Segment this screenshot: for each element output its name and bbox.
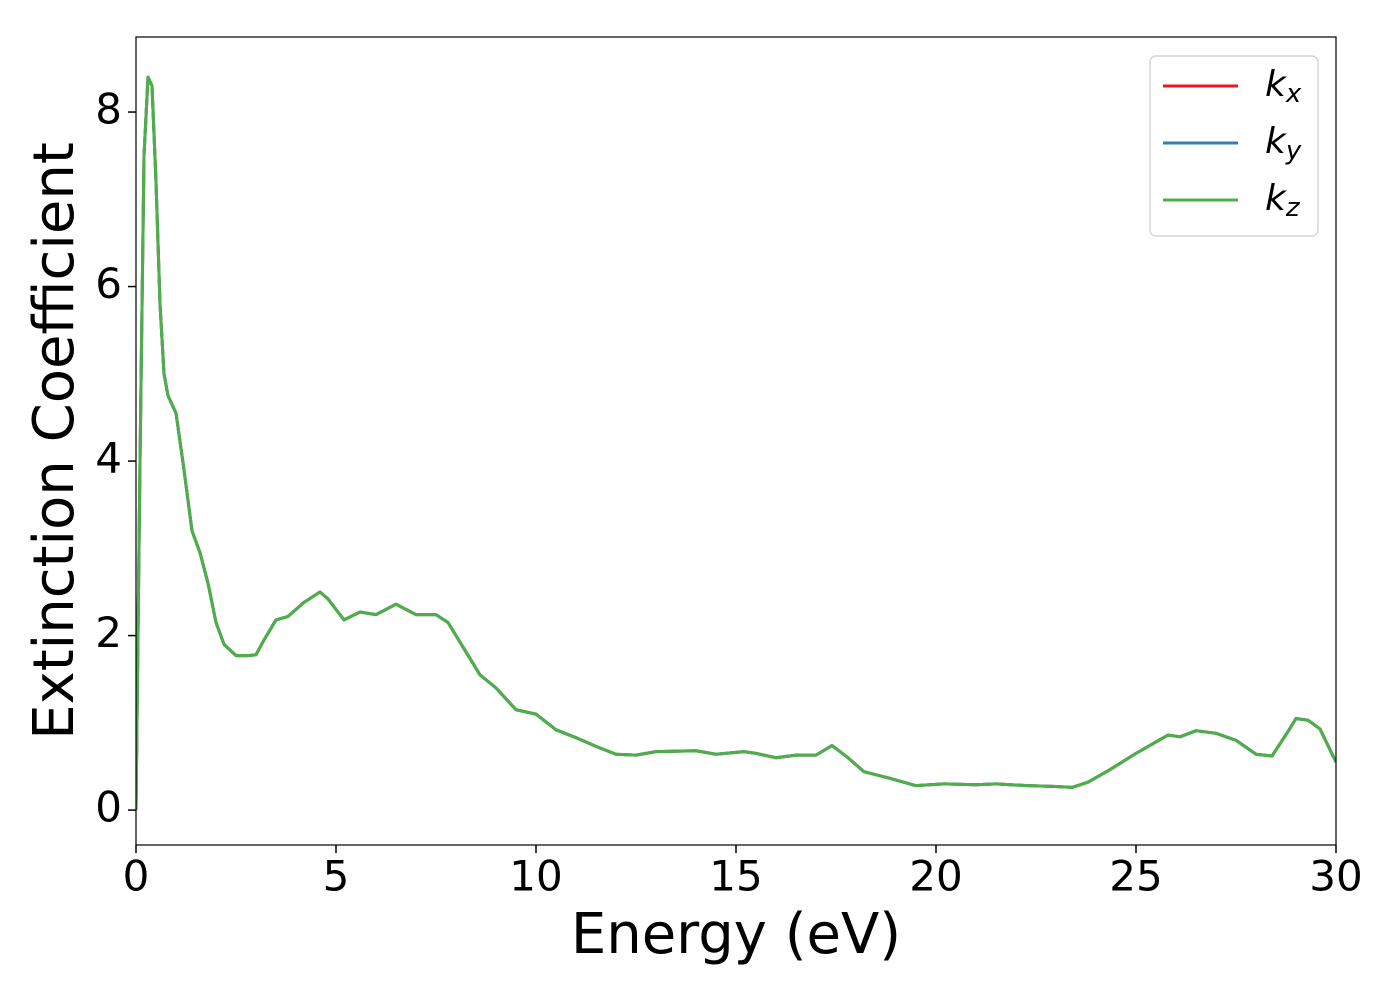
series-line (136, 75, 1336, 811)
y-tick-label: 0 (95, 783, 122, 832)
x-tick-label: 30 (1309, 852, 1362, 901)
x-axis-label: Energy (eV) (571, 902, 901, 967)
y-tick-label: 2 (95, 608, 122, 657)
x-tick-label: 5 (323, 852, 350, 901)
x-tick-label: 10 (509, 852, 562, 901)
x-tick-label: 15 (709, 852, 762, 901)
plot-frame (135, 36, 1337, 846)
y-tick-label: 6 (95, 259, 122, 308)
legend-label: kx (1265, 64, 1302, 109)
x-tick-label: 20 (909, 852, 962, 901)
legend-label: ky (1265, 121, 1302, 166)
x-tick-label: 0 (123, 852, 150, 901)
y-tick-label: 8 (95, 85, 122, 134)
y-axis-label: Extinction Coefficient (22, 142, 87, 740)
legend-label: kz (1265, 178, 1301, 223)
legend-box (1149, 55, 1319, 237)
y-tick-label: 4 (95, 434, 122, 483)
x-tick-label: 25 (1109, 852, 1162, 901)
